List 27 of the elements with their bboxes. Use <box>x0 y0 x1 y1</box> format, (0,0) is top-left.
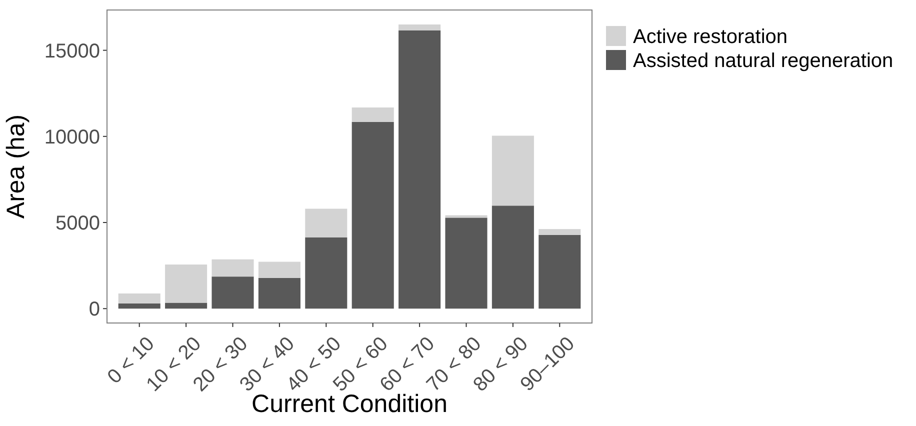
y-tick-label: 0 <box>88 298 100 321</box>
bar <box>398 24 441 30</box>
bar <box>352 107 394 122</box>
bar <box>165 264 208 303</box>
y-tick-label: 15000 <box>44 40 100 62</box>
y-tick-label: 5000 <box>56 212 100 235</box>
bar <box>305 237 348 309</box>
bar <box>492 206 534 309</box>
bar <box>212 259 254 277</box>
bar <box>258 278 300 309</box>
bar <box>445 218 488 309</box>
bar <box>492 136 534 206</box>
bar <box>258 262 300 278</box>
bar <box>305 208 348 238</box>
legend-label: Active restoration <box>633 26 788 48</box>
bar <box>538 229 581 235</box>
bar <box>212 276 254 309</box>
bar <box>118 303 160 309</box>
bar <box>352 122 394 309</box>
bar <box>538 234 581 309</box>
y-axis-title: Area (ha) <box>2 114 30 219</box>
x-axis-title: Current Condition <box>252 390 448 418</box>
bar <box>165 302 208 309</box>
legend-label: Assisted natural regeneration <box>633 50 894 72</box>
y-tick-label: 10000 <box>44 126 100 148</box>
bar <box>398 30 441 309</box>
bar <box>118 293 160 304</box>
